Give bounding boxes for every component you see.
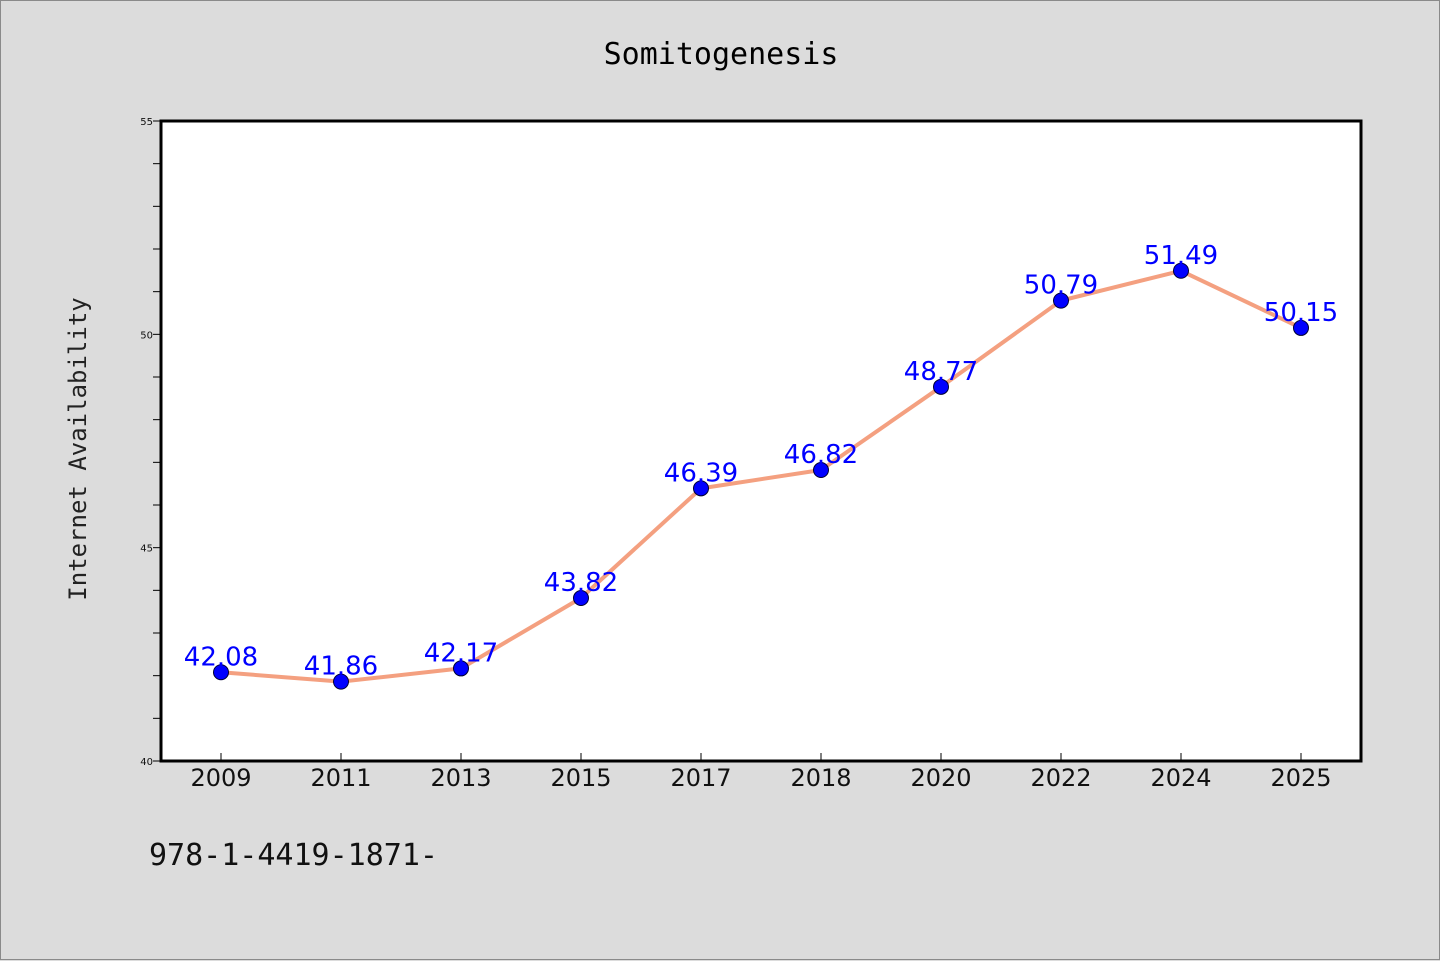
series-lines — [219, 268, 1303, 684]
data-point — [813, 462, 829, 479]
y-tick-label: 50 — [140, 330, 153, 341]
x-tick-label: 2025 — [1270, 764, 1331, 792]
data-label: 46.82 — [784, 440, 858, 470]
data-label: 41.86 — [304, 652, 378, 682]
data-label: 50.15 — [1264, 298, 1338, 328]
footer-code: 978-1-4419-1871- — [149, 838, 438, 873]
chart-title: Somitogenesis — [604, 37, 839, 72]
data-point — [1293, 319, 1309, 336]
x-tick-label: 2013 — [430, 764, 491, 792]
y-axis-label: Internet Availability — [64, 297, 92, 600]
x-tick-label: 2022 — [1030, 764, 1091, 792]
data-labels: 42.08 41.86 42.17 43.82 46.39 46.82 48.77 50.79… — [184, 241, 1338, 682]
x-tick-label: 2020 — [910, 764, 971, 792]
y-tick-label: 40 — [140, 757, 153, 768]
data-point — [1053, 292, 1069, 309]
series-line — [219, 268, 1303, 684]
x-tick-label: 2017 — [670, 764, 731, 792]
data-label: 51.49 — [1144, 241, 1218, 271]
y-tick-label: 55 — [140, 117, 153, 128]
data-point — [333, 673, 349, 690]
x-tick-label: 2024 — [1150, 764, 1211, 792]
data-markers — [213, 262, 1309, 690]
y-tick-label: 45 — [140, 544, 153, 555]
x-tick-label: 2015 — [550, 764, 611, 792]
data-label: 48.77 — [904, 357, 978, 387]
data-point — [213, 664, 229, 681]
x-tick-label: 2011 — [310, 764, 371, 792]
data-label: 46.39 — [664, 458, 738, 488]
x-tick-label: 2018 — [790, 764, 851, 792]
data-label: 42.17 — [424, 638, 498, 668]
x-axis-ticks: 2009 2011 2013 2015 2017 2018 2020 2022 2024 2025 — [190, 753, 1332, 792]
y-axis-ticks: 40 45 50 55 — [140, 117, 161, 768]
data-point — [453, 660, 469, 677]
data-point — [933, 378, 949, 395]
data-label: 50.79 — [1024, 271, 1098, 301]
data-label: 42.08 — [184, 642, 258, 672]
data-point — [573, 590, 589, 607]
data-point — [693, 480, 709, 497]
x-tick-label: 2009 — [190, 764, 251, 792]
data-label: 43.82 — [544, 568, 618, 598]
data-point — [1173, 262, 1189, 279]
plot-area — [159, 119, 1363, 763]
